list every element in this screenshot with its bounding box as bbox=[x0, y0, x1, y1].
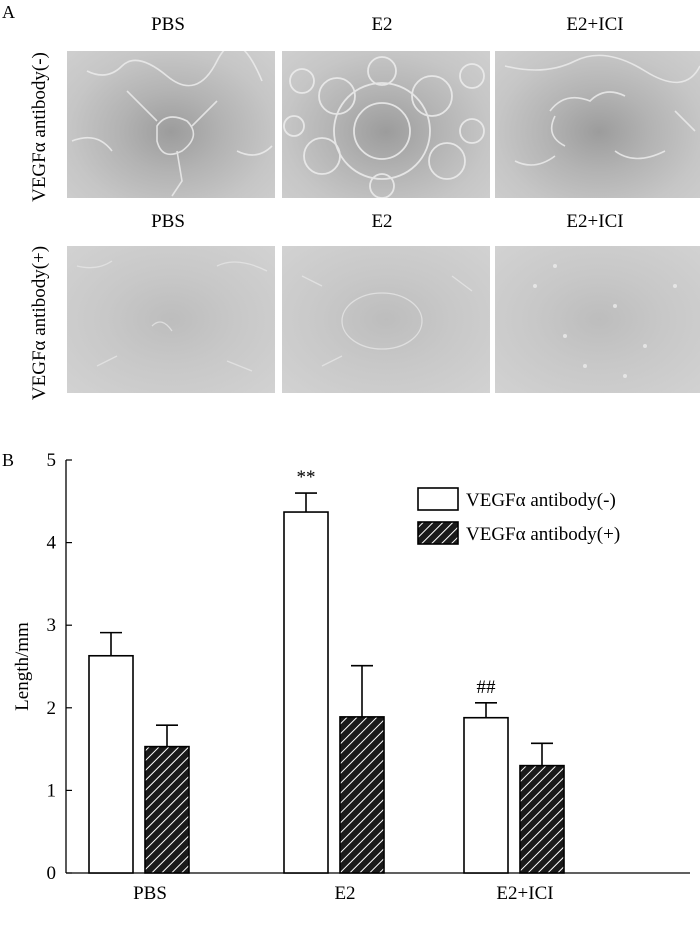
bar bbox=[463, 716, 509, 874]
column-header-pbs: PBS bbox=[151, 14, 185, 35]
row-label-antibody-plus: VEGFα antibody(+) bbox=[29, 245, 50, 401]
legend-swatch bbox=[417, 521, 459, 545]
panel-a-letter: A bbox=[2, 2, 15, 22]
y-tick-label: 2 bbox=[47, 698, 57, 719]
micrograph-e2-antibody-minus bbox=[282, 51, 490, 198]
x-tick-label: E2 bbox=[334, 883, 355, 904]
bar-chart: 0 1 2 3 4 5 Length/mm PBS E2 ** E2+ICI ## VEGFα anti… bbox=[12, 450, 690, 904]
micrograph-e2-ici-antibody-minus bbox=[495, 51, 700, 198]
column-header-pbs-2: PBS bbox=[151, 211, 185, 232]
bar bbox=[339, 716, 385, 874]
y-tick-label: 3 bbox=[47, 615, 57, 636]
legend-label: VEGFα antibody(+) bbox=[466, 524, 620, 545]
micrograph-pbs-antibody-minus bbox=[67, 51, 275, 198]
row-label-antibody-minus: VEGFα antibody(-) bbox=[29, 52, 50, 202]
significance-mark: ** bbox=[297, 467, 316, 488]
micrograph-e2-ici-antibody-plus bbox=[495, 246, 700, 393]
y-tick-label: 5 bbox=[47, 450, 57, 471]
panel-b-letter: B bbox=[2, 450, 15, 470]
legend-swatch bbox=[417, 487, 459, 511]
bar bbox=[283, 511, 329, 874]
micrograph-e2-antibody-plus bbox=[282, 246, 490, 393]
bar bbox=[519, 764, 565, 874]
column-header-e2: E2 bbox=[371, 14, 393, 35]
legend-label: VEGFα antibody(-) bbox=[466, 490, 616, 511]
micrograph-pbs-antibody-plus bbox=[67, 246, 275, 393]
significance-mark: ## bbox=[477, 677, 497, 698]
column-header-e2-ici-2: E2+ICI bbox=[566, 211, 624, 232]
y-tick-label: 1 bbox=[47, 780, 57, 801]
x-tick-label: E2+ICI bbox=[496, 883, 553, 904]
bar bbox=[144, 745, 190, 874]
column-header-e2-ici: E2+ICI bbox=[566, 14, 624, 35]
column-header-e2-2: E2 bbox=[371, 211, 393, 232]
bar bbox=[88, 654, 134, 874]
y-tick-label: 4 bbox=[47, 533, 57, 554]
y-tick-label: 0 bbox=[47, 863, 57, 884]
x-tick-label: PBS bbox=[133, 883, 167, 904]
y-axis-title: Length/mm bbox=[12, 622, 33, 711]
